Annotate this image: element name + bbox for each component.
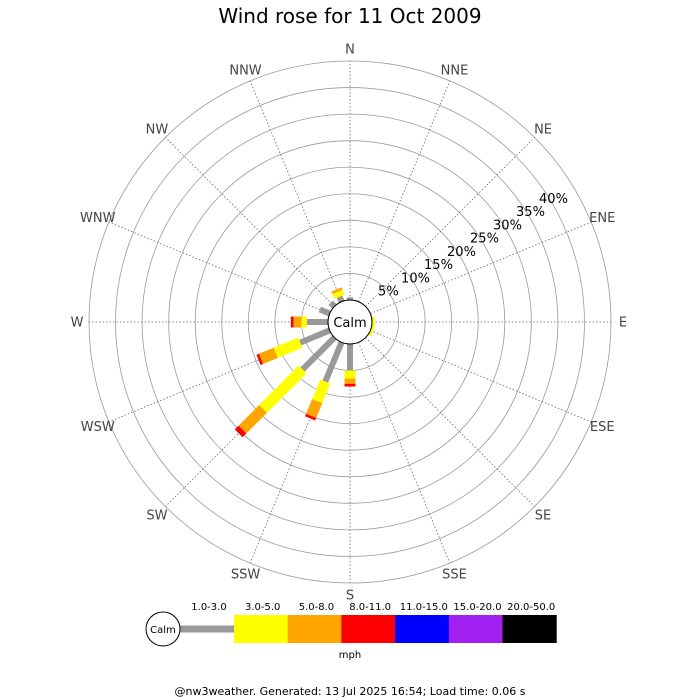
bar-segment-s-8.0-11.0 <box>344 383 356 387</box>
bar-segment-w-8.0-11.0 <box>290 316 294 328</box>
bar-segment-w-1.0-3.0 <box>306 318 328 326</box>
legend-label-20.0-50.0: 20.0-50.0 <box>507 602 555 613</box>
polar-grid: 5%10%15%20%25%30%35%40% <box>88 60 612 584</box>
bar-segment-sw-3.0-5.0 <box>259 365 307 413</box>
direction-label-wnw: WNW <box>80 211 116 226</box>
direction-label-e: E <box>619 316 627 331</box>
bar-segment-n-1.0-3.0 <box>346 297 354 300</box>
bar-segment-nnw-3.0-5.0 <box>332 289 345 299</box>
grid-spoke <box>370 221 592 314</box>
direction-label-ene: ENE <box>589 211 615 226</box>
grid-spoke <box>358 342 451 564</box>
ring-label: 35% <box>516 205 545 220</box>
grid-spoke <box>165 137 335 307</box>
grid-ring <box>168 140 532 504</box>
direction-label-sw: SW <box>146 509 167 524</box>
bar-segment-ssw-8.0-11.0 <box>304 413 317 421</box>
bar-segment-wsw-1.0-3.0 <box>299 327 331 346</box>
ring-label: 5% <box>378 285 399 300</box>
legend-calm-circle <box>145 611 181 647</box>
grid-spoke <box>108 221 330 314</box>
ring-label: 10% <box>401 271 430 286</box>
legend-label-3.0-5.0: 3.0-5.0 <box>245 602 280 613</box>
direction-label-ne: NE <box>534 122 552 137</box>
bar-segment-s-3.0-5.0 <box>344 370 356 379</box>
grid-ring <box>194 166 506 478</box>
legend-swatch-7 <box>502 615 557 643</box>
bar-segment-s-5.0-8.0 <box>344 378 356 384</box>
ring-label: 30% <box>493 218 522 233</box>
legend-swatch-3 <box>287 615 342 643</box>
bar-segment-wsw-3.0-5.0 <box>273 337 303 358</box>
direction-label-nw: NW <box>146 122 169 137</box>
bar-segment-wsw-5.0-8.0 <box>258 347 278 364</box>
direction-label-ese: ESE <box>590 420 615 435</box>
grid-ring <box>115 87 585 557</box>
direction-label-s: S <box>346 589 354 604</box>
legend-swatch-4 <box>341 615 396 643</box>
ring-label: 15% <box>424 258 453 273</box>
ring-label: 25% <box>470 232 499 247</box>
bar-segment-sw-1.0-3.0 <box>300 335 337 372</box>
grid-ring <box>247 219 453 425</box>
bar-segment-ese-3.0-5.0 <box>368 325 375 337</box>
grid-spoke <box>365 137 535 307</box>
footer-text: @nw3weather. Generated: 13 Jul 2025 16:5… <box>174 685 526 698</box>
bar-segment-ssw-3.0-5.0 <box>312 379 331 404</box>
direction-label-ssw: SSW <box>231 568 261 583</box>
legend-label-11.0-15.0: 11.0-15.0 <box>400 602 448 613</box>
bar-segment-nw-1.0-3.0 <box>328 300 337 309</box>
bar-segment-s-1.0-3.0 <box>346 344 354 371</box>
bar-segment-sw-5.0-8.0 <box>238 405 267 434</box>
bar-segment-wsw-8.0-11.0 <box>256 353 264 365</box>
legend-calm-label: Calm <box>150 625 176 636</box>
legend-swatch-2 <box>234 615 289 643</box>
direction-label-se: SE <box>535 509 551 524</box>
ring-label: 20% <box>447 245 476 260</box>
direction-label-w: W <box>71 316 84 331</box>
legend-label-15.0-20.0: 15.0-20.0 <box>453 602 501 613</box>
bar-segment-w-5.0-8.0 <box>293 316 302 328</box>
bar-segment-wnw-1.0-3.0 <box>318 306 331 317</box>
wind-bars <box>234 287 375 438</box>
chart-title: Wind rose for 11 Oct 2009 <box>218 4 482 28</box>
direction-label-nne: NNE <box>441 63 469 78</box>
grid-spoke <box>358 80 451 302</box>
legend-label-5.0-8.0: 5.0-8.0 <box>299 602 334 613</box>
direction-label-n: N <box>345 43 355 58</box>
direction-labels: N NNE NE ENE E ESE SE SSE S SSW SW WSW W WNW NW NNW <box>71 43 628 604</box>
bar-segment-e-3.0-5.0 <box>372 316 375 328</box>
grid-spoke <box>249 80 342 302</box>
bar-segment-ssw-5.0-8.0 <box>306 399 323 419</box>
grid-spoke <box>370 330 592 423</box>
legend-swatch-6 <box>448 615 503 643</box>
legend-label-8.0-11.0: 8.0-11.0 <box>349 602 391 613</box>
bar-segment-sw-8.0-11.0 <box>234 425 247 438</box>
ring-label: 40% <box>539 192 568 207</box>
calm-label: Calm <box>333 316 366 331</box>
calm-circle <box>327 299 373 345</box>
direction-label-wsw: WSW <box>81 420 115 435</box>
bar-segment-nnw-5.0-8.0 <box>331 287 343 294</box>
speed-legend: Calm 1.0-3.0 3.0-5.0 5.0-8.0 8.0-11.0 11.0-15… <box>145 602 557 661</box>
legend-swatch-5 <box>395 615 450 643</box>
legend-units: mph <box>339 650 361 661</box>
grid-spoke <box>365 337 535 507</box>
calm-center: Calm <box>327 299 373 345</box>
legend-label-1.0-3.0: 1.0-3.0 <box>191 602 226 613</box>
direction-label-sse: SSE <box>442 568 467 583</box>
direction-label-nnw: NNW <box>229 63 261 78</box>
bar-segment-ssw-1.0-3.0 <box>322 341 345 383</box>
bar-segment-w-3.0-5.0 <box>301 316 307 328</box>
